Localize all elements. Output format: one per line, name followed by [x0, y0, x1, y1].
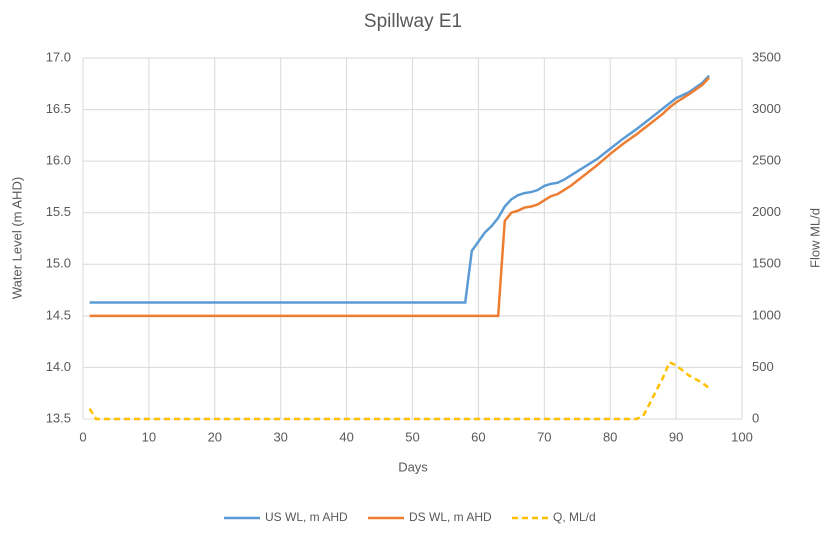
- x-tick-label: 80: [603, 429, 617, 444]
- y2-tick-label: 2000: [752, 204, 781, 219]
- y-tick-label: 16.0: [46, 153, 71, 168]
- x-axis-title: Days: [398, 459, 428, 474]
- x-tick-label: 10: [142, 429, 156, 444]
- series-line: [89, 74, 710, 304]
- y-tick-label: 14.5: [46, 307, 71, 322]
- chart-title: Spillway E1: [364, 11, 462, 32]
- y2-tick-label: 3500: [752, 49, 781, 64]
- x-tick-label: 40: [339, 429, 353, 444]
- y-tick-label: 17.0: [46, 49, 71, 64]
- x-tick-label: 90: [669, 429, 683, 444]
- y2-tick-label: 2500: [752, 153, 781, 168]
- series-line: [88, 360, 710, 421]
- y2-axis-title: Flow ML/d: [807, 208, 822, 268]
- x-tick-label: 70: [537, 429, 551, 444]
- legend-label: Q, ML/d: [553, 510, 596, 524]
- x-tick-label: 0: [79, 429, 86, 444]
- y2-tick-label: 1000: [752, 307, 781, 322]
- y2-tick-label: 1500: [752, 256, 781, 271]
- y2-tick-label: 0: [752, 410, 759, 425]
- x-tick-label: 100: [731, 429, 753, 444]
- y-tick-label: 16.5: [46, 101, 71, 116]
- y-tick-label: 13.5: [46, 410, 71, 425]
- x-tick-label: 50: [405, 429, 419, 444]
- x-tick-label: 30: [273, 429, 287, 444]
- y-tick-label: 15.0: [46, 256, 71, 271]
- y-tick-label: 15.5: [46, 204, 71, 219]
- y2-tick-label: 3000: [752, 101, 781, 116]
- y-axis-title: Water Level (m AHD): [9, 177, 24, 299]
- x-tick-label: 20: [208, 429, 222, 444]
- series-line: [89, 76, 710, 318]
- legend-label: DS WL, m AHD: [409, 510, 492, 524]
- y2-tick-label: 500: [752, 359, 774, 374]
- x-tick-label: 60: [471, 429, 485, 444]
- legend-label: US WL, m AHD: [265, 510, 348, 524]
- y-tick-label: 14.0: [46, 359, 71, 374]
